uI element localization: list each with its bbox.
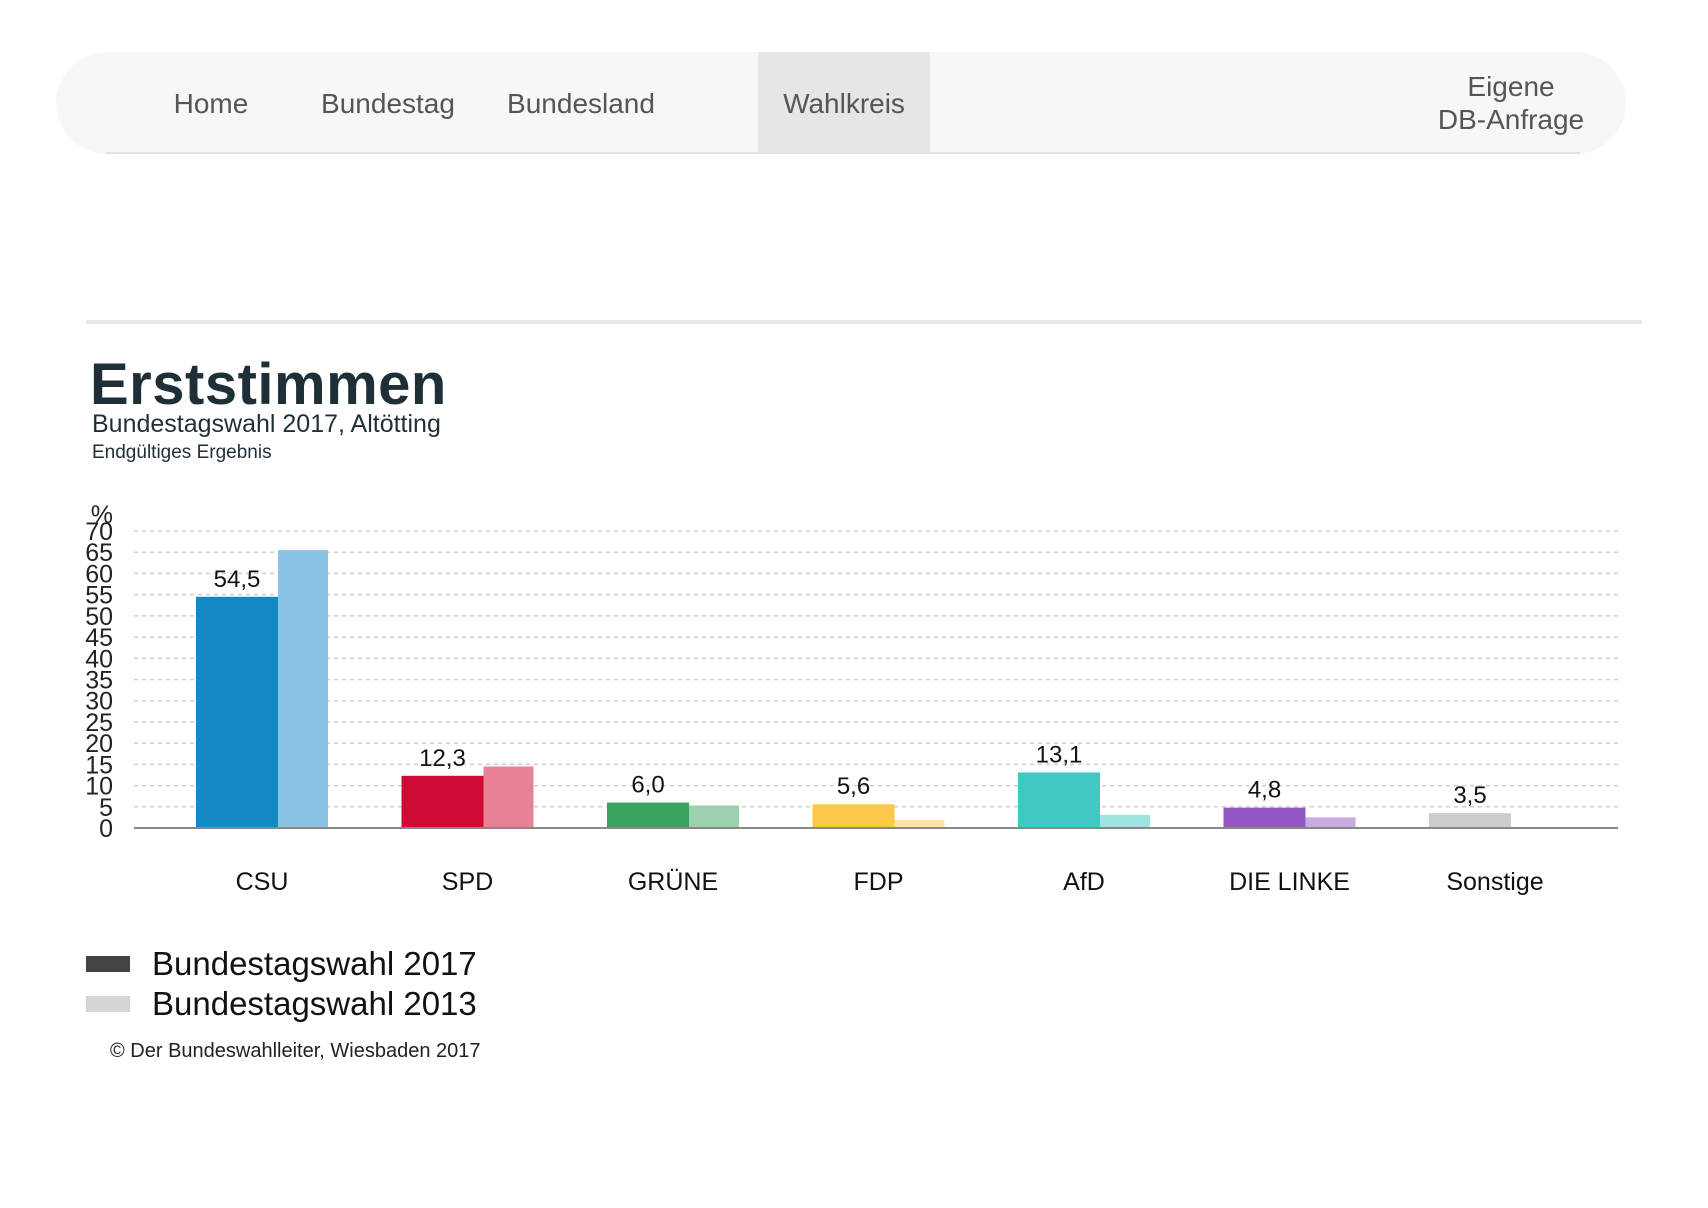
nav-bundestag[interactable]: Bundestag [321, 87, 455, 119]
bar-2017 [607, 802, 689, 828]
x-tick-label: GRÜNE [628, 868, 718, 896]
y-tick-label: 10 [85, 773, 113, 801]
nav-custom-query-line2: DB-Anfrage [1437, 104, 1585, 135]
data-label: 3,5 [1453, 782, 1486, 809]
bar-2017 [1018, 772, 1100, 828]
chart-title: Erststimmen [90, 352, 447, 417]
nav-bundesland[interactable]: Bundesland [507, 87, 655, 119]
x-tick-label: SPD [442, 868, 493, 896]
y-tick-label: 0 [99, 815, 113, 843]
x-tick-label: FDP [854, 868, 904, 896]
y-tick-label: 5 [99, 794, 113, 822]
y-tick-label: 45 [85, 624, 113, 652]
bar-2017 [1223, 807, 1306, 828]
legend-swatch-2017 [86, 956, 130, 972]
bar-2013 [1100, 814, 1150, 828]
x-tick-label: AfD [1063, 868, 1105, 896]
data-label: 5,6 [837, 773, 870, 800]
y-tick-label: 60 [85, 560, 113, 588]
bar-2017 [1429, 813, 1511, 828]
y-axis-label: % [91, 501, 113, 529]
data-label: 13,1 [1036, 741, 1083, 768]
navbar-underline [106, 152, 1580, 154]
legend-item-2017: Bundestagswahl 2017 [86, 944, 477, 984]
legend-label-2013: Bundestagswahl 2013 [152, 985, 477, 1022]
nav-custom-query[interactable]: Eigene DB-Anfrage [1416, 52, 1606, 154]
legend-item-2013: Bundestagswahl 2013 [86, 984, 477, 1024]
y-tick-label: 25 [85, 709, 113, 737]
x-tick-label: Sonstige [1446, 868, 1543, 896]
legend-label-2017: Bundestagswahl 2017 [152, 945, 477, 982]
y-tick-label: 55 [85, 582, 113, 610]
data-label: 4,8 [1248, 777, 1281, 804]
bar-2017 [401, 775, 484, 828]
nav-home[interactable]: Home [173, 87, 249, 119]
bar-2013 [278, 550, 328, 828]
copyright-notice: © Der Bundeswahlleiter, Wiesbaden 2017 [110, 1040, 481, 1062]
nav-wahlkreis[interactable]: Wahlkreis [758, 52, 930, 154]
y-tick-label: 65 [85, 539, 113, 567]
legend-swatch-2013 [86, 996, 130, 1012]
y-tick-label: 15 [85, 751, 113, 779]
x-tick-label: DIE LINKE [1229, 868, 1350, 896]
bar-2013 [483, 766, 534, 828]
chart-legend: Bundestagswahl 2017 Bundestagswahl 2013 [86, 944, 477, 1024]
y-tick-label: 20 [85, 730, 113, 758]
data-label: 12,3 [419, 745, 466, 772]
nav-custom-query-line1: Eigene [1467, 71, 1555, 102]
data-label: 54,5 [214, 566, 261, 593]
y-tick-label: 70 [85, 518, 113, 546]
section-divider [86, 320, 1642, 324]
chart-note: Endgültiges Ergebnis [92, 442, 272, 463]
bar-2013 [1305, 817, 1356, 828]
main-navigation: Home Bundestag Bundesland Wahlkreis Eige… [56, 52, 1626, 154]
bar-2013 [894, 819, 945, 828]
bar-2013 [689, 805, 739, 828]
y-tick-label: 35 [85, 667, 113, 695]
y-tick-label: 40 [85, 645, 113, 673]
bar-2017 [196, 596, 278, 828]
chart-subtitle: Bundestagswahl 2017, Altötting [92, 410, 441, 438]
bar-2017 [812, 804, 895, 828]
x-tick-label: CSU [236, 868, 289, 896]
y-tick-label: 30 [85, 688, 113, 716]
y-tick-label: 50 [85, 603, 113, 631]
data-label: 6,0 [631, 772, 664, 799]
